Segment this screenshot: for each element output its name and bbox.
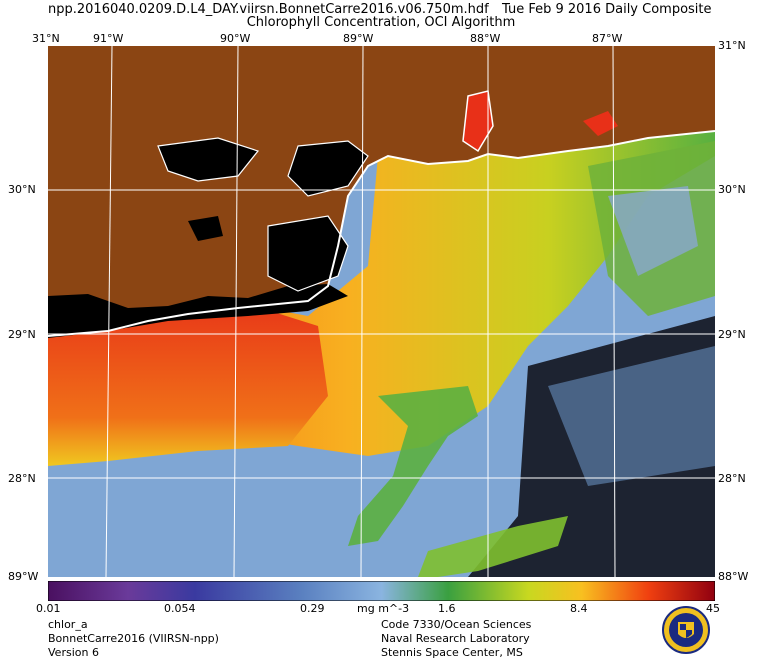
west-plume [48, 304, 328, 466]
lon-label: 89°W [343, 32, 374, 45]
region-name: BonnetCarre2016 (VIIRSN-npp) [48, 632, 219, 645]
colorbar-tick: 0.29 [300, 602, 325, 615]
footer-left: chlor_a BonnetCarre2016 (VIIRSN-npp) Ver… [48, 618, 219, 660]
lat-label: 30°N [718, 183, 746, 196]
lat-label: 28°N [8, 472, 36, 485]
subtitle: Chlorophyll Concentration, OCI Algorithm [246, 15, 516, 30]
product-name: chlor_a [48, 618, 88, 631]
corner-label-bottom-left: 89°W [8, 570, 39, 583]
lon-label: 90°W [220, 32, 251, 45]
green-plume [348, 386, 478, 546]
version: Version 6 [48, 646, 99, 659]
chlorophyll-map [48, 46, 715, 577]
filename: npp.2016040.0209.D.L4_DAY.viirsn.BonnetC… [48, 2, 489, 17]
org-name: Naval Research Laboratory [381, 632, 530, 645]
colorbar-tick: 8.4 [570, 602, 588, 615]
corner-label-bottom-right: 88°W [718, 570, 749, 583]
nrl-seal-icon [662, 606, 710, 654]
lat-label: 29°N [8, 328, 36, 341]
corner-label-top-right: 31°N [718, 39, 746, 52]
org-location: Stennis Space Center, MS [381, 646, 523, 659]
org-code: Code 7330/Ocean Sciences [381, 618, 532, 631]
colorbar-tick: 45 [706, 602, 720, 615]
graticule [48, 46, 715, 577]
corner-label-top-left: 31°N [32, 32, 60, 45]
composite-date: Tue Feb 9 2016 Daily Composite [502, 2, 712, 17]
lon-label: 88°W [470, 32, 501, 45]
lon-label: 91°W [93, 32, 124, 45]
colorbar [48, 581, 715, 601]
colorbar-tick: 0.01 [36, 602, 61, 615]
lat-label: 30°N [8, 183, 36, 196]
lat-label: 28°N [718, 472, 746, 485]
footer-right: Code 7330/Ocean Sciences Naval Research … [381, 618, 531, 660]
colorbar-units: mg m^-3 [357, 602, 410, 615]
colorbar-tick: 0.054 [164, 602, 196, 615]
colorbar-tick: 1.6 [438, 602, 456, 615]
coastline [48, 130, 715, 337]
lon-label: 87°W [592, 32, 623, 45]
land [48, 46, 715, 336]
lat-label: 29°N [718, 328, 746, 341]
